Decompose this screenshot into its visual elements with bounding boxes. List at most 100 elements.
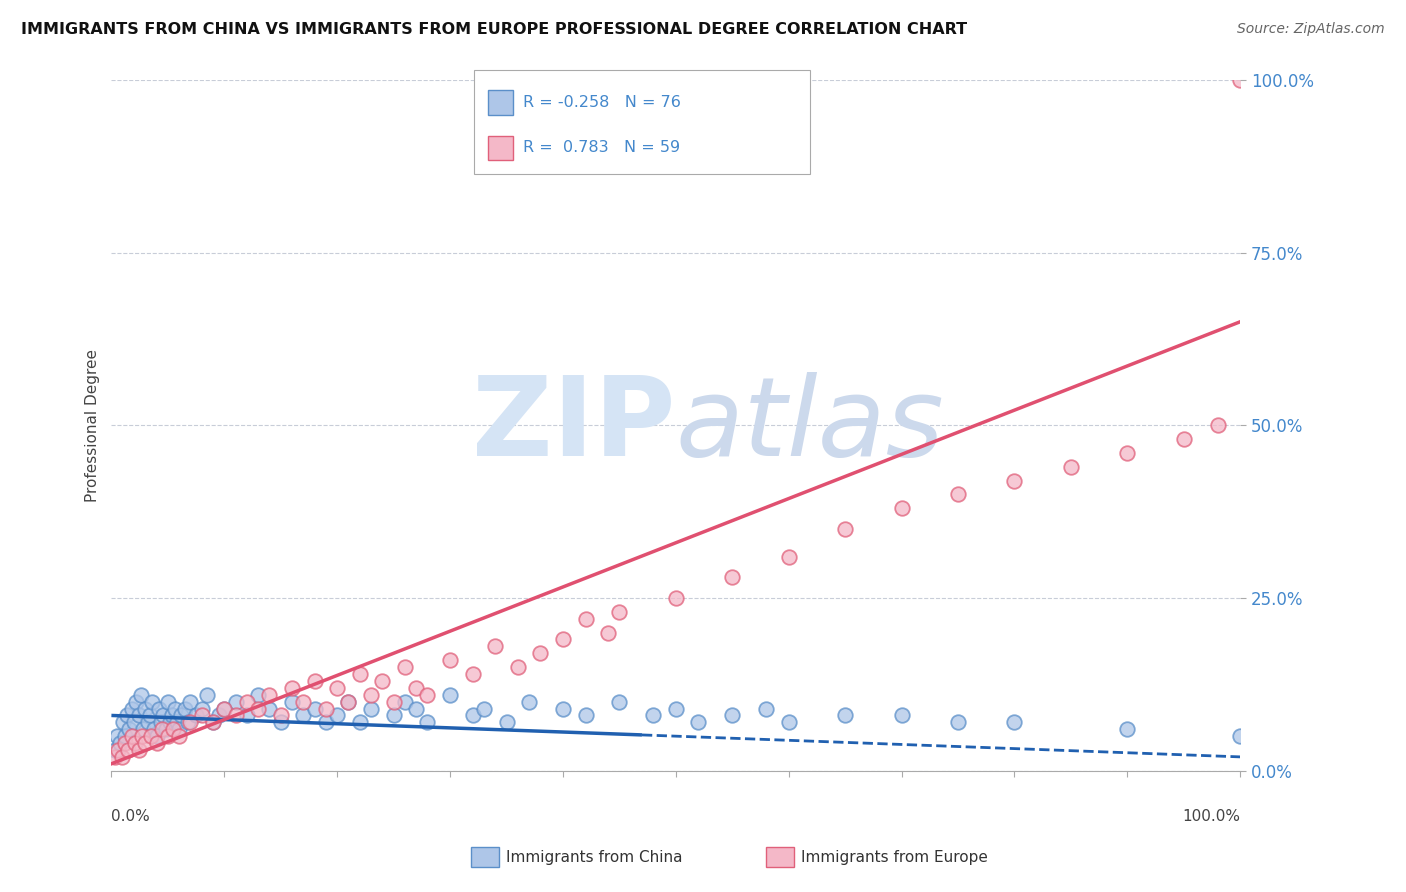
Point [416,715,439,730]
Text: ZIP: ZIP [472,372,676,479]
Point [145,736,167,750]
Point [111,715,134,730]
Point [1173,432,1195,446]
Point [159,715,181,730]
Point [247,688,270,702]
Point [382,695,405,709]
Point [136,715,159,730]
Y-axis label: Professional Degree: Professional Degree [86,349,100,502]
Point [439,653,461,667]
Point [609,695,631,709]
Point [315,715,337,730]
Point [143,723,166,737]
Point [128,708,150,723]
Point [461,708,484,723]
Point [170,708,193,723]
Point [472,701,495,715]
Point [247,701,270,715]
Point [665,591,688,605]
Point [416,688,439,702]
Point [394,695,416,709]
Point [890,708,912,723]
Point [118,723,141,737]
Point [574,612,596,626]
Point [890,501,912,516]
Point [167,723,190,737]
Point [139,729,162,743]
Point [141,695,163,709]
Point [281,681,304,695]
Text: atlas: atlas [676,372,945,479]
Point [124,736,146,750]
Point [104,750,127,764]
Point [208,708,231,723]
Point [292,695,315,709]
Point [179,715,201,730]
Point [551,701,574,715]
Point [834,522,856,536]
Point [155,723,177,737]
Point [121,701,143,715]
Text: IMMIGRANTS FROM CHINA VS IMMIGRANTS FROM EUROPE PROFESSIONAL DEGREE CORRELATION : IMMIGRANTS FROM CHINA VS IMMIGRANTS FROM… [21,22,967,37]
Point [755,701,778,715]
Point [439,688,461,702]
Point [1004,474,1026,488]
Point [128,743,150,757]
Point [110,750,132,764]
Point [326,708,349,723]
Point [484,640,506,654]
Point [139,708,162,723]
Point [225,708,247,723]
Point [236,695,259,709]
Point [1206,418,1229,433]
Point [134,701,156,715]
Point [173,701,195,715]
Text: 100.0%: 100.0% [1182,809,1240,823]
Point [166,715,188,730]
Text: R =  0.783   N = 59: R = 0.783 N = 59 [523,140,681,155]
Point [1116,723,1139,737]
Point [529,646,551,660]
Point [326,681,349,695]
Point [195,688,218,702]
Point [162,708,184,723]
Point [117,743,139,757]
Point [145,729,167,743]
Point [1229,729,1251,743]
Point [1004,715,1026,730]
Point [110,736,132,750]
Point [360,688,382,702]
Point [495,715,517,730]
Text: Immigrants from Europe: Immigrants from Europe [801,850,988,864]
Point [148,701,170,715]
Point [121,729,143,743]
Point [349,667,371,681]
Point [190,708,212,723]
Point [304,701,326,715]
Point [405,701,427,715]
Point [214,701,236,715]
Point [349,715,371,730]
Point [371,673,394,688]
Point [163,701,186,715]
Point [337,695,360,709]
Point [236,708,259,723]
Point [225,695,247,709]
Point [292,708,315,723]
Point [129,688,152,702]
Point [190,701,212,715]
Point [156,695,179,709]
Point [609,605,631,619]
Point [574,708,596,723]
Point [405,681,427,695]
Text: R = -0.258   N = 76: R = -0.258 N = 76 [523,95,681,111]
Point [122,715,145,730]
Point [134,736,156,750]
Point [688,715,710,730]
Point [167,729,190,743]
Point [517,695,540,709]
Point [360,701,382,715]
Point [105,729,128,743]
Point [259,688,281,702]
Point [107,743,129,757]
